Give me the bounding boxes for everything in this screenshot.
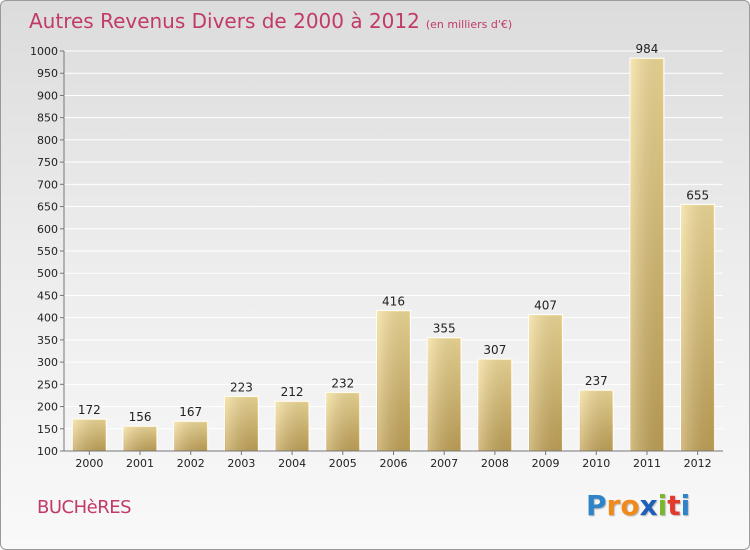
- x-tick-label-2004: 2004: [278, 457, 306, 470]
- logo-letter: i: [657, 489, 668, 522]
- bar-shading-2004: [276, 402, 309, 451]
- y-tick-label: 200: [37, 401, 58, 414]
- chart-title-text: Autres Revenus Divers de 2000 à 2012: [29, 9, 420, 33]
- y-tick-label: 450: [37, 289, 58, 302]
- y-tick-label: 150: [37, 423, 58, 436]
- bar-shading-2001: [124, 427, 157, 451]
- y-tick-label: 900: [37, 89, 58, 102]
- value-label-2002: 167: [179, 405, 202, 419]
- y-tick-label: 350: [37, 334, 58, 347]
- value-label-2007: 355: [433, 322, 456, 336]
- x-tick-label-2006: 2006: [380, 457, 408, 470]
- logo-letter: P: [586, 489, 607, 522]
- y-axis: 100 150 200 250 300 350 400 450 500 550 600 650 700 7…: [30, 45, 65, 458]
- value-label-2011: 984: [636, 42, 659, 56]
- logo-letter: o: [620, 489, 640, 522]
- y-tick-label: 700: [37, 178, 58, 191]
- y-tick-label: 250: [37, 378, 58, 391]
- y-tick-label: 950: [37, 67, 58, 80]
- bar-shading-2006: [377, 311, 410, 451]
- y-tick-label: 300: [37, 356, 58, 369]
- y-tick-label: 100: [37, 445, 58, 458]
- y-tick-label: 600: [37, 223, 58, 236]
- logo-letter: r: [606, 489, 621, 522]
- x-tick-label-2010: 2010: [582, 457, 610, 470]
- value-label-2012: 655: [686, 188, 709, 202]
- logo-letter: t: [667, 489, 681, 522]
- value-label-2010: 237: [585, 374, 608, 388]
- bar-shading-2011: [630, 59, 663, 451]
- y-tick-label: 550: [37, 245, 58, 258]
- logo-letter: i: [680, 489, 691, 522]
- y-tick-label: 400: [37, 312, 58, 325]
- x-tick-label-2003: 2003: [227, 457, 255, 470]
- bar-shading-2003: [225, 397, 258, 451]
- value-label-2000: 172: [78, 403, 101, 417]
- value-label-2001: 156: [129, 410, 152, 424]
- x-tick-label-2001: 2001: [126, 457, 154, 470]
- x-tick-label-2007: 2007: [430, 457, 458, 470]
- commune-name: BUCHèRES: [37, 497, 132, 518]
- logo-letter: x: [639, 489, 658, 522]
- chart-title: Autres Revenus Divers de 2000 à 2012 (en …: [29, 9, 512, 33]
- proxiti-logo: Proxiti: [586, 489, 690, 522]
- value-label-2009: 407: [534, 299, 557, 313]
- x-tick-label-2011: 2011: [633, 457, 661, 470]
- y-tick-label: 500: [37, 267, 58, 280]
- bar-shading-2010: [580, 391, 613, 451]
- y-tick-label: 800: [37, 134, 58, 147]
- x-axis: 2000 2001 2002 2003 2004 2005 2006 2007 2008 2009…: [64, 450, 723, 470]
- value-label-2003: 223: [230, 380, 253, 394]
- x-tick-label-2005: 2005: [329, 457, 357, 470]
- x-tick-label-2000: 2000: [75, 457, 103, 470]
- x-tick-label-2012: 2012: [684, 457, 712, 470]
- x-tick-label-2002: 2002: [177, 457, 205, 470]
- y-tick-label: 850: [37, 112, 58, 125]
- bar-shading-2002: [174, 422, 207, 451]
- chart-unit: (en milliers d'€): [425, 18, 513, 31]
- bar-shading-2007: [428, 338, 461, 451]
- y-tick-label: 1000: [30, 45, 58, 58]
- bars: 172 156 167 223 212 232 416 355 307 407 237 984 655: [71, 42, 716, 452]
- y-tick-label: 750: [37, 156, 58, 169]
- bar-shading-2009: [529, 315, 562, 451]
- x-tick-label-2009: 2009: [532, 457, 560, 470]
- x-tick-label-2008: 2008: [481, 457, 509, 470]
- bar-shading-2000: [73, 420, 106, 451]
- value-label-2004: 212: [281, 385, 304, 399]
- value-label-2005: 232: [331, 376, 354, 390]
- value-label-2006: 416: [382, 295, 405, 309]
- bar-shading-2005: [326, 393, 359, 451]
- bar-shading-2008: [478, 360, 511, 451]
- value-label-2008: 307: [483, 343, 506, 357]
- y-tick-label: 650: [37, 201, 58, 214]
- bar-shading-2012: [681, 205, 714, 451]
